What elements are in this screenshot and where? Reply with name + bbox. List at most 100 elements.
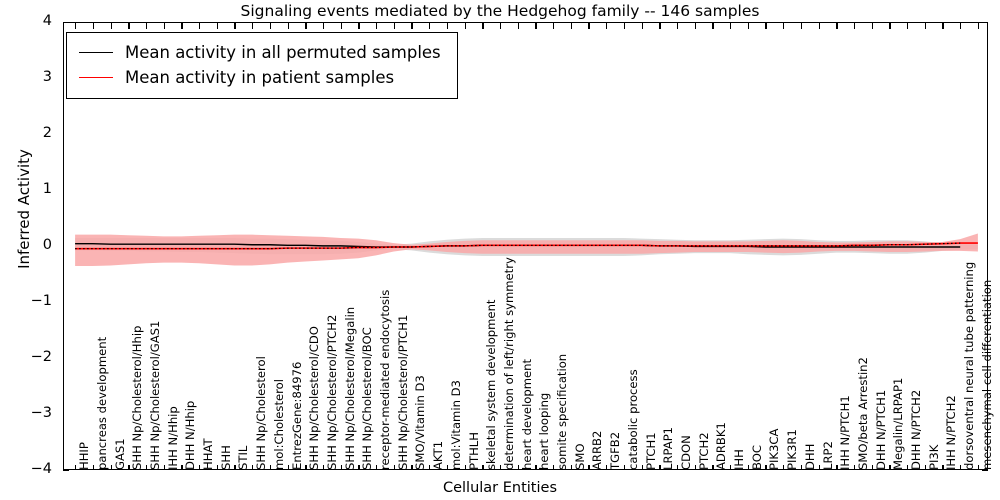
x-tick-mark xyxy=(836,465,838,469)
x-tick-mark xyxy=(889,23,891,29)
x-tick-mark xyxy=(376,465,378,469)
x-tick-mark xyxy=(358,23,360,29)
x-tick-mark xyxy=(871,23,873,29)
x-tick-label: CDON xyxy=(678,435,693,470)
x-tick-label: SMO/beta Arrestin2 xyxy=(855,357,870,470)
x-tick-label: SHH Np/Cholesterol xyxy=(254,356,269,470)
x-tick-label: Megalin/LRPAP1 xyxy=(891,377,906,470)
x-tick-mark xyxy=(747,465,750,469)
y-tick-label: 3 xyxy=(42,69,52,85)
chart-legend: Mean activity in all permuted samples Me… xyxy=(66,32,458,99)
x-tick-mark xyxy=(499,465,502,469)
x-tick-mark xyxy=(287,465,289,469)
x-tick-mark xyxy=(358,465,360,469)
y-tick-mark xyxy=(63,470,69,472)
x-tick-mark xyxy=(234,465,236,469)
x-tick-mark xyxy=(199,23,201,29)
x-tick-mark xyxy=(606,465,608,469)
x-tick-mark xyxy=(163,23,165,29)
x-tick-mark xyxy=(322,23,325,29)
x-tick-mark xyxy=(606,23,608,29)
x-tick-mark xyxy=(110,465,112,469)
x-tick-label: determination of left/right symmetry xyxy=(501,257,516,470)
x-tick-mark xyxy=(92,465,95,469)
x-tick-mark xyxy=(588,465,590,469)
x-tick-mark xyxy=(128,465,130,469)
x-tick-mark xyxy=(429,465,431,469)
x-tick-label: DHH N/PTCH2 xyxy=(909,389,924,470)
x-tick-mark xyxy=(340,23,342,29)
x-tick-label: PTCH1 xyxy=(643,432,658,470)
x-tick-mark xyxy=(783,465,785,469)
x-tick-mark xyxy=(305,465,307,469)
y-tick-label: −4 xyxy=(30,461,52,477)
x-tick-mark xyxy=(889,465,891,469)
y-tick-label: −3 xyxy=(30,405,52,421)
x-tick-label: PIK3R1 xyxy=(785,429,800,470)
x-tick-mark xyxy=(818,465,820,469)
x-tick-mark xyxy=(960,23,962,29)
x-tick-mark xyxy=(800,23,803,29)
x-tick-label: mol:Cholesterol xyxy=(271,379,286,470)
x-tick-mark xyxy=(942,465,944,469)
x-tick-mark xyxy=(730,465,732,469)
y-tick-mark xyxy=(982,470,988,472)
x-tick-mark xyxy=(499,23,502,29)
x-tick-label: DHH N/Hhip xyxy=(183,400,198,470)
x-tick-mark xyxy=(676,465,679,469)
y-tick-label: −2 xyxy=(30,349,52,365)
x-tick-mark xyxy=(216,23,218,29)
x-tick-label: IHH N/PTCH1 xyxy=(838,395,853,470)
x-tick-mark xyxy=(836,23,838,29)
x-tick-mark xyxy=(553,23,555,29)
x-tick-label: DHH N/PTCH1 xyxy=(873,389,888,470)
x-tick-label: mesenchymal cell differentiation xyxy=(979,279,994,470)
x-tick-mark xyxy=(234,23,236,29)
x-tick-label: pancreas development xyxy=(94,336,109,470)
x-tick-mark xyxy=(269,23,272,29)
x-tick-mark xyxy=(305,23,307,29)
x-tick-mark xyxy=(853,23,856,29)
y-tick-label: 4 xyxy=(42,13,52,29)
x-tick-label: PIK3CA xyxy=(767,428,782,470)
x-tick-mark xyxy=(75,465,77,469)
x-tick-label: SHH Np/Cholesterol/PTCH2 xyxy=(324,314,339,470)
x-tick-label: heart development xyxy=(519,358,534,470)
x-tick-mark xyxy=(322,465,325,469)
x-tick-mark xyxy=(446,465,449,469)
x-tick-label: PI3K xyxy=(926,444,941,470)
x-tick-mark xyxy=(429,23,431,29)
x-tick-mark xyxy=(570,465,573,469)
x-axis-title: Cellular Entities xyxy=(442,480,558,496)
x-tick-mark xyxy=(252,465,254,469)
x-tick-mark xyxy=(659,465,661,469)
x-tick-mark xyxy=(765,465,767,469)
legend-label-permuted: Mean activity in all permuted samples xyxy=(125,43,441,62)
x-tick-mark xyxy=(535,23,537,29)
x-tick-label: IHH N/Hhip xyxy=(165,406,180,470)
x-tick-mark xyxy=(145,23,148,29)
x-tick-mark xyxy=(570,23,573,29)
x-tick-mark xyxy=(92,23,95,29)
x-tick-label: STIL xyxy=(236,445,251,470)
x-tick-label: BOC xyxy=(749,445,764,470)
x-tick-mark xyxy=(411,465,413,469)
x-tick-mark xyxy=(853,465,856,469)
x-tick-mark xyxy=(181,465,183,469)
x-tick-mark xyxy=(340,465,342,469)
x-tick-mark xyxy=(553,465,555,469)
x-tick-mark xyxy=(269,465,272,469)
x-tick-label: SHH Np/Cholesterol/Hhip xyxy=(130,325,145,470)
x-tick-mark xyxy=(252,23,254,29)
x-tick-label: SHH Np/Cholesterol/PTCH1 xyxy=(395,314,410,470)
y-tick-label: 1 xyxy=(42,181,52,197)
x-tick-label: SHH xyxy=(218,445,233,470)
x-tick-mark xyxy=(977,23,980,29)
x-tick-mark xyxy=(694,465,696,469)
x-tick-label: HHIP xyxy=(77,442,92,470)
x-tick-mark xyxy=(676,23,679,29)
x-tick-mark xyxy=(712,465,714,469)
x-tick-mark xyxy=(128,23,130,29)
x-tick-label: SHH Np/Cholesterol/Megalin xyxy=(342,306,357,470)
